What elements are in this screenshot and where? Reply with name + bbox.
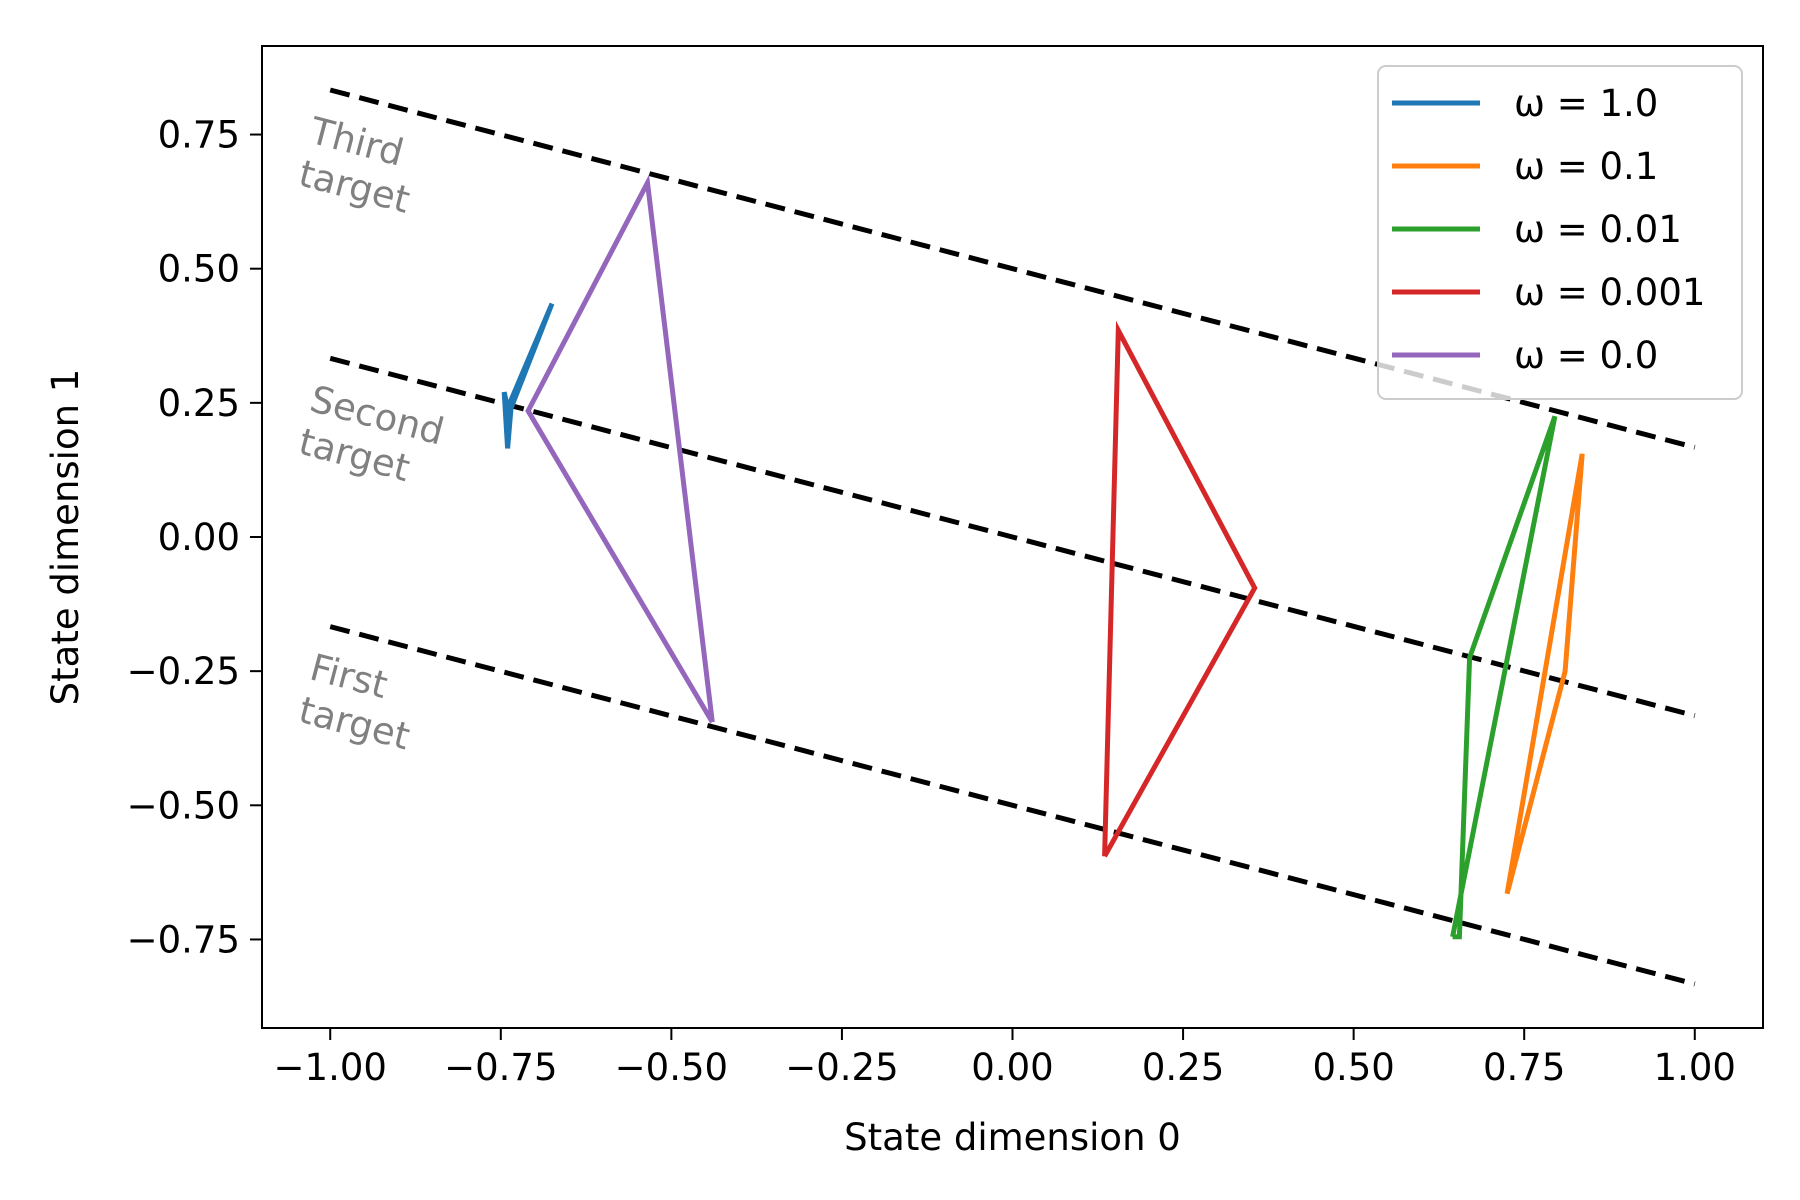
- x-tick-label: 0.00: [971, 1046, 1053, 1089]
- y-tick-label: −0.50: [127, 784, 240, 827]
- target-annotation-3: Thirdtarget: [294, 109, 426, 222]
- legend-box: [1377, 65, 1743, 400]
- series-line-5: [525, 174, 715, 724]
- y-tick-label: 0.25: [158, 382, 240, 425]
- ticks: −1.00 −0.75 −0.50 −0.25 0.00 0.25 0.50 0.75 1.00…: [127, 114, 1736, 1089]
- legend-label-1: ω = 1.0: [1514, 82, 1658, 125]
- target-annotation-2: Secondtarget: [295, 377, 449, 496]
- target-line-1: [329, 624, 1696, 987]
- x-tick-label: 0.75: [1483, 1046, 1565, 1089]
- legend-label-4: ω = 0.001: [1514, 271, 1705, 314]
- series-line-2: [1504, 453, 1585, 895]
- y-tick-label: 0.00: [158, 516, 240, 559]
- legend-label-2: ω = 0.1: [1514, 145, 1658, 188]
- y-axis-label: State dimension 1: [44, 369, 87, 706]
- y-tick-label: −0.75: [127, 918, 240, 961]
- series-line-4: [1102, 320, 1258, 858]
- x-axis-label: State dimension 0: [844, 1116, 1181, 1159]
- x-tick-label: 1.00: [1654, 1046, 1736, 1089]
- y-tick-label: 0.75: [158, 114, 240, 157]
- series-line-3: [1450, 415, 1558, 940]
- y-tick-label: −0.25: [127, 650, 240, 693]
- x-tick-label: 0.25: [1142, 1046, 1224, 1089]
- x-tick-label: −0.75: [444, 1046, 557, 1089]
- x-tick-label: 0.50: [1312, 1046, 1394, 1089]
- x-tick-label: −0.50: [615, 1046, 728, 1089]
- y-tick-label: 0.50: [158, 248, 240, 291]
- legend-label-3: ω = 0.01: [1514, 208, 1682, 251]
- target-line-2: [329, 355, 1696, 719]
- target-annotation-1: Firsttarget: [295, 646, 426, 759]
- x-tick-label: −1.00: [274, 1046, 387, 1089]
- series-line-1: [501, 302, 555, 449]
- legend-label-5: ω = 0.0: [1514, 334, 1658, 377]
- x-tick-label: −0.25: [785, 1046, 898, 1089]
- legend: ω = 1.0 ω = 0.1 ω = 0.01 ω = 0.001 ω = 0.0: [1377, 65, 1743, 400]
